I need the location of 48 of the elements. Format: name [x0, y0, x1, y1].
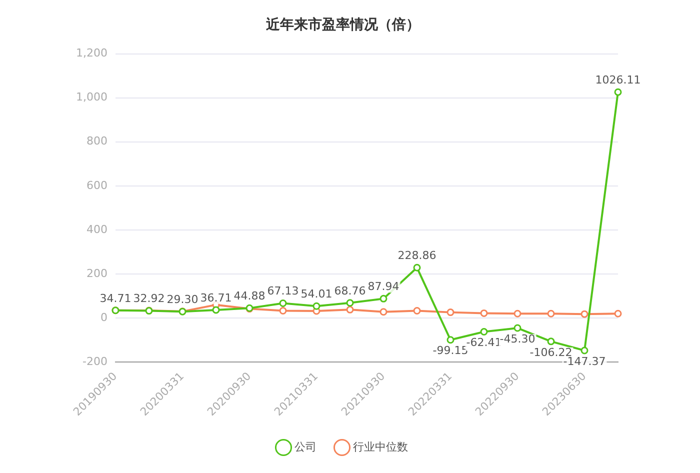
data-label: 54.01: [300, 288, 332, 301]
point: [380, 294, 388, 302]
point: [480, 328, 488, 336]
y-tick-label: -200: [82, 354, 108, 368]
point: [614, 88, 622, 96]
y-tick-label: 400: [86, 222, 108, 236]
point: [212, 306, 220, 314]
point: [279, 300, 287, 308]
point: [413, 307, 421, 315]
point: [614, 310, 622, 318]
data-label: 68.76: [334, 284, 366, 298]
data-label: 1026.11: [595, 73, 641, 86]
y-tick-label: 0: [100, 310, 108, 324]
point: [514, 324, 522, 332]
point: [446, 308, 454, 316]
y-tick-label: 1,000: [76, 90, 108, 104]
legend-label: 行业中位数: [353, 440, 408, 454]
point: [580, 310, 588, 318]
point: [580, 346, 588, 354]
data-label: 34.71: [100, 292, 132, 305]
point: [346, 299, 354, 307]
point: [346, 306, 354, 314]
point: [480, 309, 488, 317]
data-label: 29.30: [166, 292, 198, 306]
y-tick-label: 800: [86, 134, 108, 148]
legend-label: 公司: [294, 440, 316, 454]
chart-title: 近年来市盈率情况（倍）: [265, 16, 420, 34]
y-tick-label: 600: [86, 178, 108, 192]
data-label: 36.71: [200, 291, 232, 304]
y-tick-label: 1,200: [76, 46, 108, 60]
data-label: -147.37: [563, 354, 606, 368]
point: [413, 264, 421, 272]
data-label: 67.13: [267, 284, 299, 298]
point: [547, 310, 555, 318]
y-tick-label: 200: [86, 266, 108, 280]
data-label: -62.41: [466, 336, 502, 350]
data-label: 228.86: [398, 249, 436, 262]
data-label: -45.30: [500, 332, 536, 346]
point: [446, 336, 454, 344]
point: [514, 310, 522, 318]
point: [380, 308, 388, 316]
data-label: -99.15: [432, 344, 468, 358]
point: [279, 307, 287, 315]
point: [547, 338, 555, 346]
point: [312, 302, 320, 310]
data-label: 32.92: [133, 292, 165, 306]
data-label: 44.88: [234, 290, 266, 303]
data-label: 87.94: [368, 280, 400, 294]
